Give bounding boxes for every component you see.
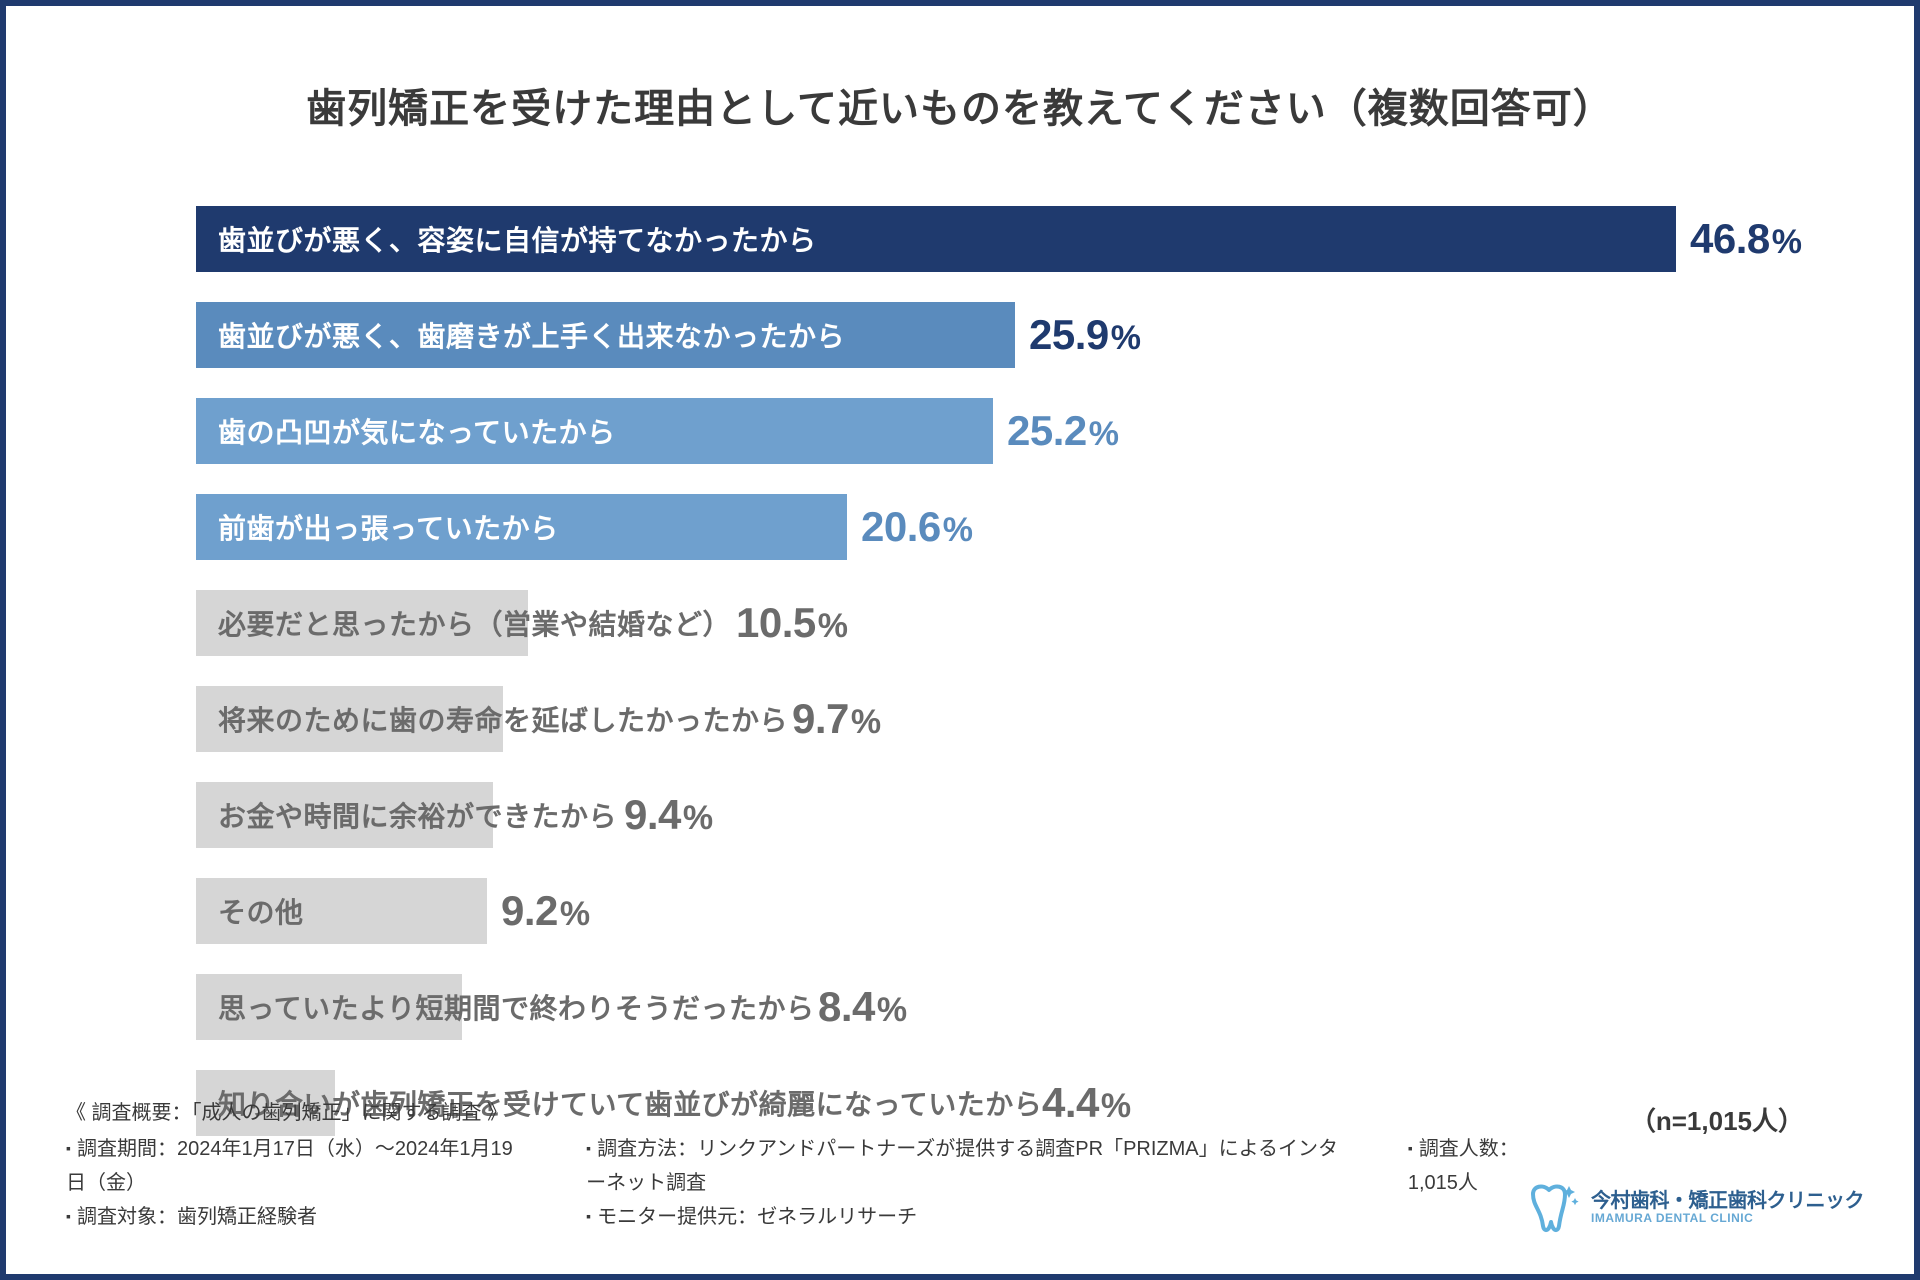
logo-jp: 今村歯科・矯正歯科クリニック [1591, 1190, 1864, 1212]
bar-row: 将来のために歯の寿命を延ばしたかったから9.7% [196, 686, 1756, 752]
bar-value: 25.2% [1007, 407, 1118, 455]
footer-target: 調査対象：歯列矯正経験者 [66, 1200, 526, 1234]
footer-title: 《 調査概要：「成人の歯列矯正」に関する調査 》 [66, 1096, 1566, 1130]
bar-value: 46.8% [1690, 215, 1801, 263]
bar-label: その他 [218, 891, 304, 931]
bar-label: 歯の凸凹が気になっていたから [218, 411, 616, 451]
footer-col-2: 調査方法：リンクアンドパートナーズが提供する調査PR「PRIZMA」によるインタ… [586, 1132, 1348, 1234]
bar-row: 前歯が出っ張っていたから 20.6% [196, 494, 1756, 560]
bar-label: 歯並びが悪く、容姿に自信が持てなかったから [218, 219, 817, 259]
bar-label: お金や時間に余裕ができたから [218, 795, 617, 835]
bar-value: 20.6% [861, 503, 972, 551]
logo-text: 今村歯科・矯正歯科クリニック IMAMURA DENTAL CLINIC [1591, 1190, 1864, 1225]
bar-row: 歯並びが悪く、容姿に自信が持てなかったから46.8% [196, 206, 1756, 272]
bar-row: その他 9.2% [196, 878, 1756, 944]
bar-row: 歯並びが悪く、歯磨きが上手く出来なかったから 25.9% [196, 302, 1756, 368]
clinic-logo: 今村歯科・矯正歯科クリニック IMAMURA DENTAL CLINIC [1521, 1180, 1864, 1236]
footer-method: 調査方法：リンクアンドパートナーズが提供する調査PR「PRIZMA」によるインタ… [586, 1132, 1348, 1200]
bar-value: 9.2% [501, 887, 590, 935]
bar-label: 思っていたより短期間で終わりそうだったから [218, 987, 815, 1027]
chart-title: 歯列矯正を受けた理由として近いものを教えてください（複数回答可） [6, 76, 1914, 134]
footer-monitor: モニター提供元：ゼネラルリサーチ [586, 1200, 1348, 1234]
logo-en: IMAMURA DENTAL CLINIC [1591, 1212, 1864, 1225]
bar-label: 歯並びが悪く、歯磨きが上手く出来なかったから [218, 315, 845, 355]
bar-value: 9.7% [792, 695, 881, 743]
bar-value: 9.4% [624, 791, 713, 839]
bar-value: 25.9% [1029, 311, 1140, 359]
bar-label: 前歯が出っ張っていたから [218, 507, 559, 547]
footer-col-1: 調査期間：2024年1月17日（水）～2024年1月19日（金） 調査対象：歯列… [66, 1132, 526, 1234]
bar-value: 8.4% [818, 983, 907, 1031]
bar-value: 10.5% [736, 599, 847, 647]
bar-row: 思っていたより短期間で終わりそうだったから8.4% [196, 974, 1756, 1040]
bar-row: 必要だと思ったから（営業や結婚など）10.5% [196, 590, 1756, 656]
footer-period: 調査期間：2024年1月17日（水）～2024年1月19日（金） [66, 1132, 526, 1200]
bar-label: 将来のために歯の寿命を延ばしたかったから [218, 699, 788, 739]
survey-footer: 《 調査概要：「成人の歯列矯正」に関する調査 》 調査期間：2024年1月17日… [66, 1096, 1566, 1234]
bar-chart: 歯並びが悪く、容姿に自信が持てなかったから46.8% 歯並びが悪く、歯磨きが上手く… [196, 206, 1756, 1166]
sample-size: （n=1,015人） [1630, 1101, 1804, 1138]
bar-row: 歯の凸凹が気になっていたから 25.2% [196, 398, 1756, 464]
bar-row: お金や時間に余裕ができたから9.4% [196, 782, 1756, 848]
tooth-icon [1521, 1180, 1581, 1236]
chart-frame: 歯列矯正を受けた理由として近いものを教えてください（複数回答可） 歯並びが悪く、… [0, 0, 1920, 1280]
bar-label: 必要だと思ったから（営業や結婚など） [218, 603, 731, 643]
